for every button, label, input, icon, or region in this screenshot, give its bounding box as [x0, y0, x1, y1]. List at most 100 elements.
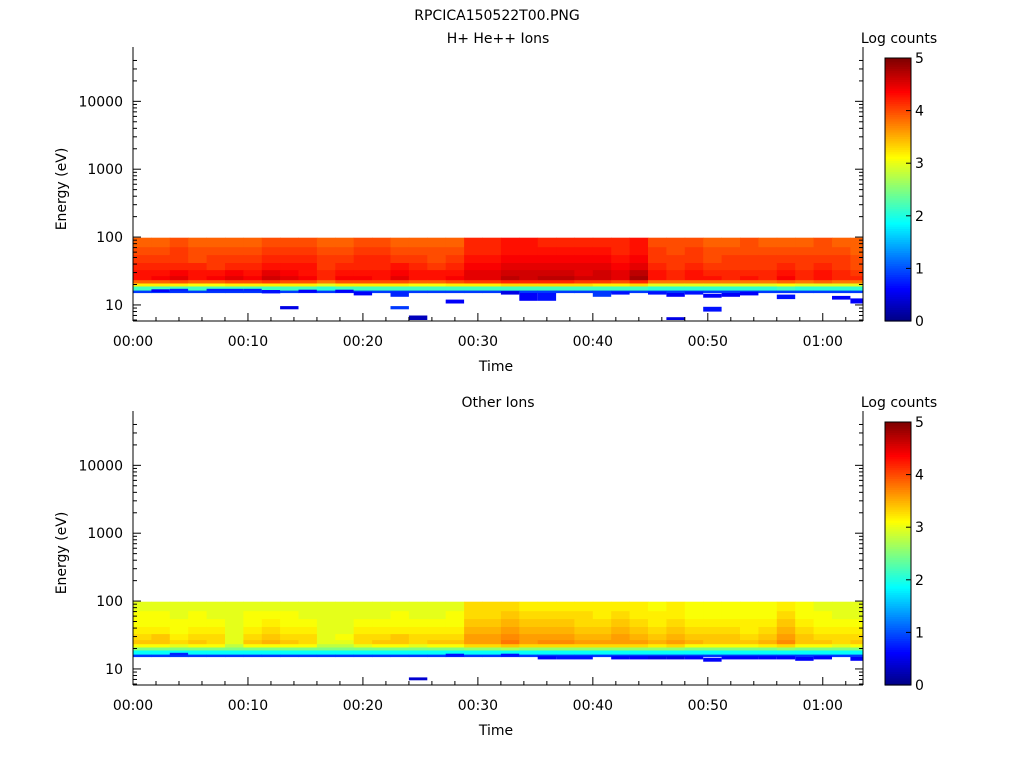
heatmap-cell — [666, 237, 686, 248]
colorbar-step — [885, 237, 911, 241]
heatmap-cell — [629, 643, 649, 648]
heatmap-cell — [482, 618, 502, 627]
heatmap-cell — [592, 262, 612, 271]
colorbar-step — [885, 509, 911, 513]
figure-title: RPCICA150522T00.PNG — [414, 8, 579, 24]
heatmap-cell — [225, 601, 244, 612]
heatmap-cell — [445, 601, 465, 612]
heatmap-cell — [500, 626, 520, 635]
heatmap-cell — [832, 275, 851, 281]
colorbar-step — [885, 167, 911, 171]
heatmap-cell — [445, 275, 465, 281]
colorbar-step — [885, 178, 911, 182]
colorbar-step — [885, 630, 911, 633]
heatmap-cell — [721, 654, 741, 658]
colorbar-step — [885, 239, 911, 243]
heatmap-cell — [298, 262, 318, 271]
heatmap-cell — [464, 254, 483, 263]
heatmap-cell — [500, 262, 520, 271]
heatmap-cell — [500, 618, 520, 627]
heatmap-cell-low — [813, 656, 832, 660]
heatmap-cell — [464, 275, 483, 281]
heatmap-cell — [298, 650, 318, 655]
heatmap-cell-low — [225, 288, 244, 292]
heatmap-cell — [666, 254, 686, 263]
heatmap-cell — [758, 601, 778, 612]
heatmap-cell — [464, 618, 483, 627]
heatmap-cell-low — [500, 291, 520, 295]
heatmap-cell-low — [592, 291, 612, 297]
colorbar-step — [885, 213, 911, 217]
heatmap-cell — [648, 650, 667, 655]
heatmap-cell — [703, 626, 722, 635]
heatmap-cell — [408, 626, 428, 635]
heatmap-cell — [261, 654, 281, 658]
heatmap-cell — [721, 601, 741, 612]
heatmap-cell — [427, 286, 447, 291]
heatmap-cell — [850, 262, 864, 271]
colorbar-tick-label: 5 — [915, 415, 924, 431]
heatmap-cell — [151, 610, 171, 620]
heatmap-cell-low — [611, 291, 630, 295]
heatmap-cell — [206, 633, 226, 641]
heatmap-cell — [500, 286, 520, 291]
heatmap-cell — [758, 254, 778, 263]
colorbar-step — [885, 108, 911, 112]
heatmap-cell — [169, 618, 189, 627]
heatmap-cell — [261, 246, 281, 256]
heatmap-cell — [519, 262, 539, 271]
heatmap-cell — [169, 283, 189, 287]
heatmap-cell — [169, 647, 189, 651]
heatmap-cell — [703, 643, 722, 648]
y-tick-label: 1000 — [87, 526, 123, 542]
colorbar-step — [885, 531, 911, 535]
heatmap-cell — [537, 262, 557, 271]
x-axis-label: Time — [478, 723, 513, 739]
heatmap-cell — [795, 639, 814, 645]
heatmap-cell — [169, 254, 189, 263]
heatmap-cell — [280, 647, 299, 651]
heatmap-cell — [225, 237, 244, 248]
heatmap-cell — [666, 647, 686, 651]
heatmap-cell — [740, 654, 759, 658]
heatmap-cell — [243, 633, 263, 641]
colorbar-step — [885, 82, 911, 85]
heatmap-cell — [813, 269, 833, 277]
colorbar-step — [885, 592, 911, 596]
heatmap-cell — [537, 275, 557, 281]
heatmap-cell — [188, 650, 207, 655]
heatmap-cell — [243, 262, 263, 271]
colorbar-step — [885, 496, 911, 500]
colorbar-step — [885, 169, 911, 173]
heatmap-cell — [592, 647, 612, 651]
heatmap-cell-low — [537, 293, 557, 301]
heatmap-cell — [225, 647, 244, 651]
heatmap-cell — [261, 279, 281, 284]
colorbar-step — [885, 606, 911, 609]
heatmap-cell — [335, 643, 355, 648]
heatmap-cell — [390, 237, 410, 248]
heatmap-cell — [464, 633, 483, 641]
heatmap-cell — [464, 639, 483, 645]
heatmap-cell — [151, 601, 171, 612]
heatmap-cell — [574, 283, 594, 287]
heatmap-cell — [372, 654, 391, 658]
heatmap-cell — [353, 290, 373, 294]
colorbar-step — [885, 459, 911, 463]
heatmap-cell — [316, 262, 336, 271]
heatmap-cell — [611, 650, 630, 655]
heatmap-cell — [280, 618, 299, 627]
colorbar-tick-label: 3 — [915, 156, 924, 172]
heatmap-cell — [500, 650, 520, 655]
colorbar-tick-label: 0 — [915, 314, 924, 330]
heatmap-cell — [666, 279, 686, 284]
x-tick-label: 01:00 — [803, 334, 843, 350]
heatmap-cell — [316, 254, 336, 263]
heatmap-cell — [427, 601, 447, 612]
heatmap-cell — [537, 626, 557, 635]
heatmap-cell — [188, 269, 207, 277]
heatmap-cell — [298, 286, 318, 291]
heatmap-cell — [648, 639, 667, 645]
heatmap-cells — [133, 237, 864, 320]
heatmap-cell — [316, 283, 336, 287]
